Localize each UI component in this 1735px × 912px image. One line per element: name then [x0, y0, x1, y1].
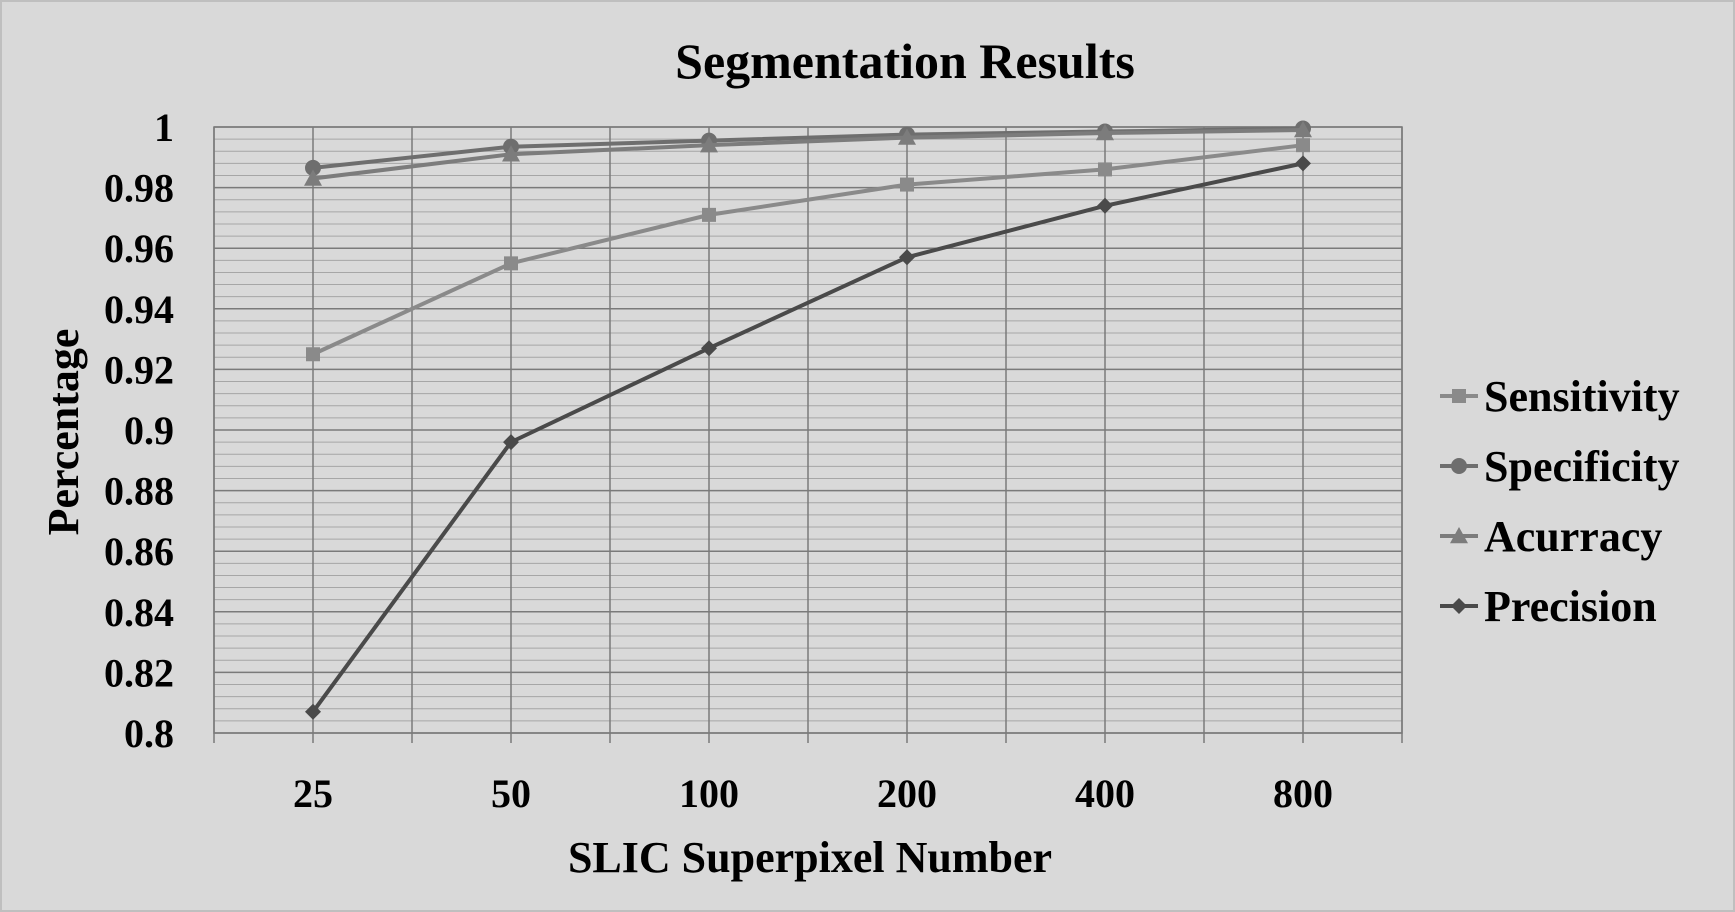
data-point — [1098, 162, 1112, 177]
series-line — [312, 128, 1304, 181]
data-point — [304, 169, 322, 186]
data-point — [305, 703, 321, 720]
data-point — [702, 207, 716, 222]
chart-title: Segmentation Results — [675, 33, 1135, 89]
y-tick-label: 0.96 — [104, 226, 174, 271]
data-point — [700, 136, 718, 153]
legend-entry-acurracy: Acurracy — [1440, 512, 1662, 561]
x-axis-title: SLIC Superpixel Number — [568, 833, 1052, 882]
data-point — [1452, 389, 1466, 403]
y-tick-label: 0.84 — [104, 590, 174, 635]
data-point — [701, 340, 717, 357]
gridlines — [213, 126, 1403, 743]
y-tick-label: 0.9 — [124, 408, 174, 453]
y-tick-label: 0.92 — [104, 347, 174, 392]
axes: 0.8 0.82 0.84 0.86 0.88 0.9 0.92 0.94 0.96 0.98 1 2… — [104, 105, 1403, 816]
series-precision — [305, 155, 1311, 720]
data-point — [1097, 197, 1113, 214]
x-tick-label: 800 — [1273, 771, 1333, 816]
data-point — [1296, 138, 1310, 153]
data-point — [503, 434, 519, 451]
y-tick-label: 1 — [154, 105, 174, 150]
series-line — [312, 143, 1304, 357]
data-point — [899, 249, 915, 266]
plot-frame — [213, 126, 1403, 734]
legend-label: Sensitivity — [1484, 372, 1680, 421]
series-sensitivity — [306, 138, 1310, 362]
data-point — [1096, 124, 1114, 141]
legend-entry-sensitivity: Sensitivity — [1440, 372, 1680, 421]
legend-entry-specificity: Specificity — [1440, 442, 1680, 491]
data-point — [504, 256, 518, 271]
legend: Sensitivity Specificity Acurracy Precision — [1440, 372, 1680, 631]
x-tick-label: 200 — [877, 771, 937, 816]
data-point — [305, 159, 321, 176]
y-tick-label: 0.8 — [124, 711, 174, 756]
series-acurracy — [304, 121, 1312, 186]
series-lines — [304, 120, 1312, 720]
x-tick-label: 100 — [679, 771, 739, 816]
y-axis-title: Percentage — [39, 329, 88, 536]
y-tick-label: 0.94 — [104, 287, 174, 332]
y-tick-label: 0.86 — [104, 529, 174, 574]
legend-label: Precision — [1484, 582, 1657, 631]
legend-label: Acurracy — [1484, 512, 1662, 561]
legend-label: Specificity — [1484, 442, 1680, 491]
data-point — [1294, 121, 1312, 138]
x-tick-label: 400 — [1075, 771, 1135, 816]
y-tick-label: 0.98 — [104, 166, 174, 211]
x-tick-label: 25 — [293, 771, 333, 816]
y-tick-label: 0.88 — [104, 469, 174, 514]
y-tick-label: 0.82 — [104, 650, 174, 695]
data-point — [1450, 527, 1468, 544]
data-point — [900, 177, 914, 192]
x-tick-label: 50 — [491, 771, 531, 816]
data-point — [1451, 598, 1467, 614]
data-point — [306, 347, 320, 362]
data-point — [502, 145, 520, 162]
series-line — [311, 161, 1304, 713]
data-point — [898, 128, 916, 145]
legend-entry-precision: Precision — [1440, 582, 1657, 631]
data-point — [1451, 458, 1467, 474]
data-point — [1295, 155, 1311, 172]
